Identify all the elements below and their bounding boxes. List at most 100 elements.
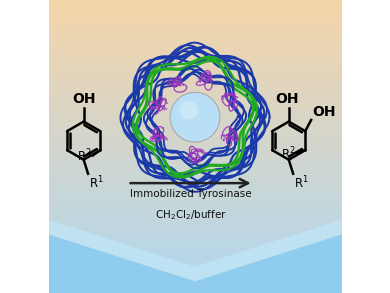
Bar [48, 103, 342, 105]
Bar [48, 244, 342, 246]
Bar [48, 156, 342, 158]
Bar [48, 0, 342, 2]
Bar [48, 16, 342, 18]
Bar [48, 191, 342, 193]
Bar [48, 67, 342, 68]
Bar [48, 166, 342, 168]
Bar [48, 72, 342, 74]
Bar [48, 57, 342, 59]
Polygon shape [48, 234, 342, 293]
Bar [48, 285, 342, 287]
Bar [48, 190, 342, 191]
Circle shape [179, 101, 198, 120]
Bar [48, 250, 342, 252]
Bar [48, 20, 342, 21]
Bar [48, 262, 342, 264]
Bar [48, 275, 342, 277]
Bar [48, 123, 342, 125]
Bar [48, 184, 342, 185]
Bar [48, 162, 342, 164]
Bar [48, 226, 342, 229]
Bar [48, 14, 342, 16]
Bar [48, 45, 342, 47]
Bar [48, 127, 342, 129]
Text: R$^1$: R$^1$ [294, 175, 309, 192]
Bar [48, 277, 342, 279]
Bar [48, 37, 342, 39]
Bar [48, 10, 342, 12]
Bar [48, 35, 342, 37]
Bar [48, 80, 342, 82]
Bar [48, 2, 342, 4]
Bar [48, 121, 342, 123]
Bar [48, 33, 342, 35]
Bar [48, 51, 342, 53]
Bar [48, 115, 342, 117]
Bar [48, 197, 342, 199]
Bar [48, 61, 342, 62]
Bar [48, 21, 342, 23]
Bar [48, 137, 342, 139]
Bar [48, 139, 342, 141]
Bar [48, 31, 342, 33]
Polygon shape [48, 220, 342, 281]
Bar [48, 248, 342, 250]
Bar [48, 188, 342, 190]
Bar [48, 223, 342, 225]
Bar [48, 264, 342, 266]
Bar [48, 98, 342, 100]
Bar [48, 266, 342, 268]
Bar [48, 252, 342, 254]
Bar [48, 43, 342, 45]
Text: R$^2$: R$^2$ [280, 145, 295, 162]
Bar [48, 185, 342, 188]
Bar [48, 78, 342, 80]
Bar [48, 176, 342, 178]
Bar [48, 105, 342, 108]
Bar [48, 217, 342, 219]
Bar [48, 41, 342, 43]
Bar [48, 117, 342, 119]
Bar [48, 258, 342, 260]
Bar [48, 281, 342, 283]
Bar [48, 76, 342, 78]
Bar [48, 84, 342, 86]
Bar [48, 232, 342, 234]
Bar [48, 270, 342, 272]
Bar [48, 164, 342, 166]
Bar [48, 55, 342, 57]
Text: R$^1$: R$^1$ [89, 175, 104, 192]
Bar [48, 240, 342, 242]
Bar [48, 215, 342, 217]
Bar [48, 49, 342, 51]
Bar [48, 12, 342, 14]
Bar [48, 64, 342, 67]
Bar [48, 221, 342, 223]
Bar [48, 229, 342, 231]
Bar [48, 96, 342, 98]
Bar [48, 27, 342, 29]
Bar [48, 133, 342, 135]
Bar [48, 94, 342, 96]
Bar [48, 203, 342, 205]
Text: OH: OH [72, 92, 96, 106]
Bar [48, 74, 342, 76]
Bar [48, 273, 342, 275]
Bar [48, 254, 342, 256]
Bar [48, 8, 342, 10]
Bar [48, 39, 342, 41]
Bar [48, 211, 342, 213]
Bar [48, 109, 342, 111]
Text: OH: OH [312, 105, 336, 119]
Text: R$^2$: R$^2$ [77, 148, 91, 164]
Bar [48, 4, 342, 6]
Bar [48, 146, 342, 149]
Bar [48, 268, 342, 270]
Bar [48, 29, 342, 31]
Bar [48, 119, 342, 121]
Bar [48, 143, 342, 144]
Bar [48, 272, 342, 273]
Bar [48, 172, 342, 174]
Bar [48, 158, 342, 160]
Bar [48, 234, 342, 236]
